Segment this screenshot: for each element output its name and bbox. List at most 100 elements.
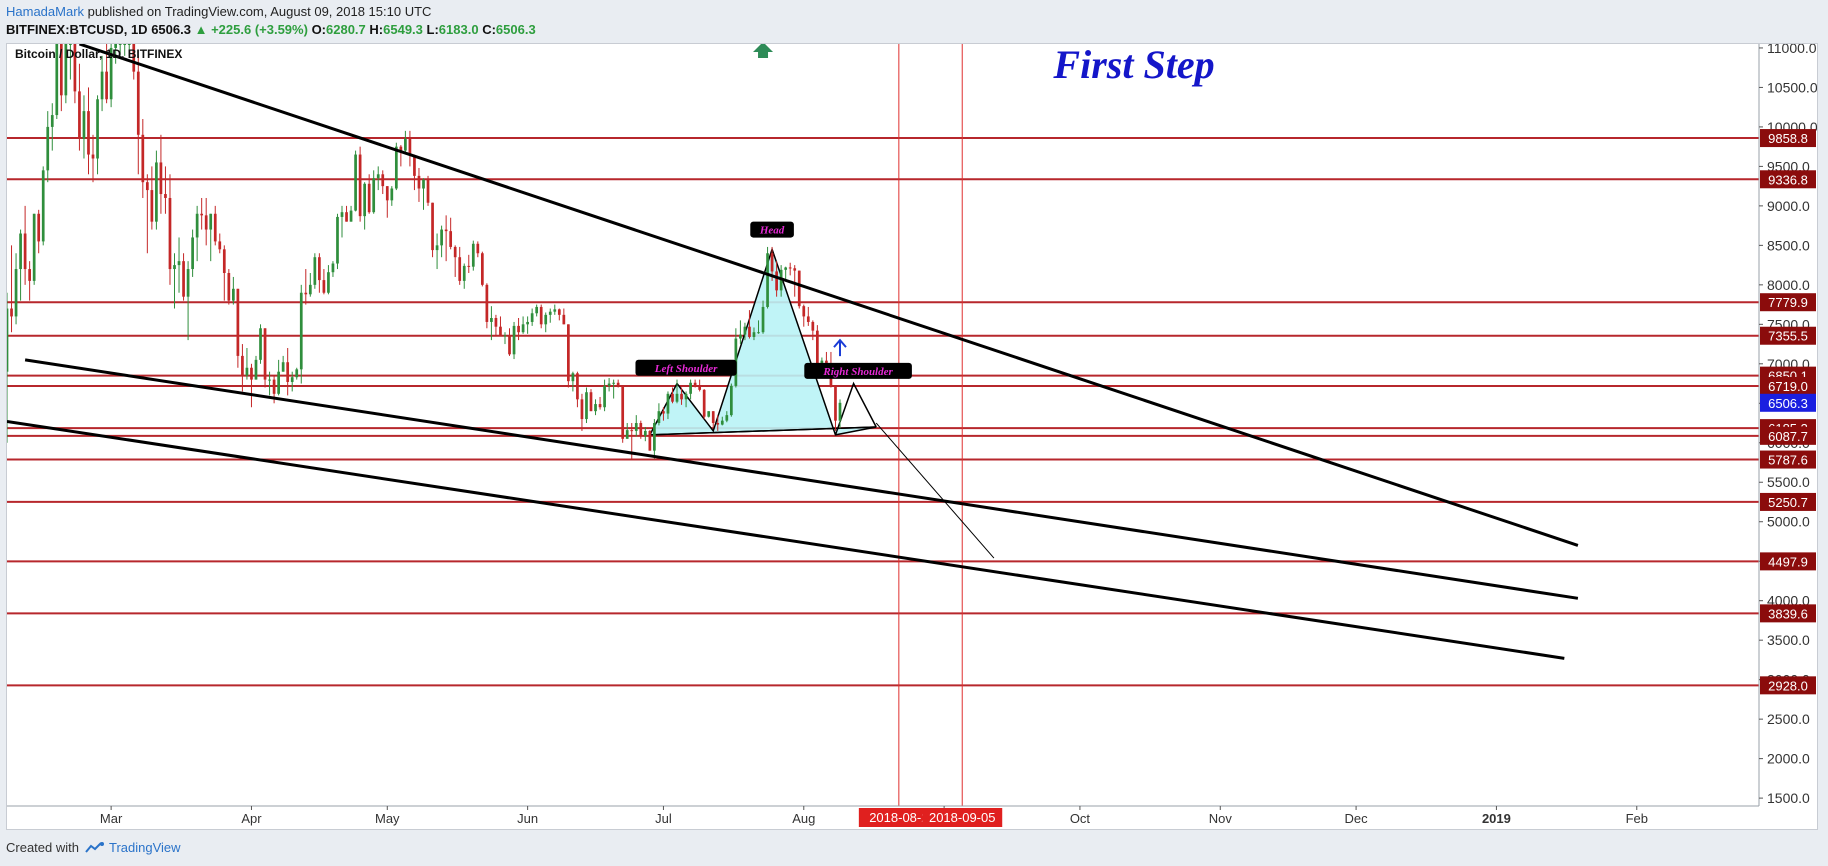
candle[interactable] [345, 205, 348, 222]
candle[interactable] [562, 308, 566, 325]
trend-line[interactable] [24, 358, 1579, 600]
author-link[interactable]: HamadaMark [6, 4, 85, 19]
level-price-tag[interactable]: 6087.7 [1760, 426, 1816, 445]
candle[interactable] [186, 261, 190, 341]
candle[interactable] [141, 119, 145, 198]
candle[interactable] [168, 174, 172, 285]
candle[interactable] [625, 423, 629, 439]
candle[interactable] [720, 416, 724, 426]
candle[interactable] [91, 134, 95, 183]
candle[interactable] [263, 328, 267, 388]
candle[interactable] [422, 178, 425, 210]
candle[interactable] [155, 150, 158, 230]
candle[interactable] [331, 261, 335, 277]
candle[interactable] [14, 253, 18, 325]
candle[interactable] [548, 308, 552, 323]
candle[interactable] [281, 355, 285, 372]
candle[interactable] [182, 253, 185, 301]
candle[interactable] [648, 430, 652, 451]
candle[interactable] [766, 246, 769, 309]
candle[interactable] [299, 284, 303, 384]
price-chart[interactable]: Head Left Shoulder Right Shoulder 11000.0 1… [7, 44, 1817, 829]
candle[interactable] [145, 174, 149, 254]
candle[interactable] [757, 320, 760, 334]
candle[interactable] [499, 316, 502, 337]
candle[interactable] [689, 379, 692, 400]
candle[interactable] [209, 213, 213, 262]
candle[interactable] [435, 233, 439, 270]
candle[interactable] [675, 379, 679, 404]
candle[interactable] [571, 371, 575, 392]
candle[interactable] [385, 186, 389, 218]
candle[interactable] [752, 327, 756, 341]
candle[interactable] [376, 166, 380, 191]
trend-line[interactable] [78, 44, 1579, 547]
plot-area[interactable] [7, 44, 1759, 806]
candle[interactable] [313, 253, 317, 289]
candle[interactable] [739, 320, 742, 345]
candle[interactable] [598, 396, 602, 410]
candle[interactable] [802, 304, 806, 327]
candle[interactable] [241, 344, 244, 392]
candle[interactable] [245, 348, 249, 380]
candle[interactable] [358, 146, 362, 222]
candle[interactable] [213, 205, 217, 246]
candle[interactable] [589, 389, 593, 412]
candle[interactable] [318, 253, 321, 293]
candle[interactable] [118, 44, 122, 56]
candle[interactable] [87, 87, 90, 175]
candle[interactable] [639, 420, 643, 439]
candle[interactable] [37, 209, 41, 254]
candle[interactable] [594, 399, 597, 416]
candle[interactable] [177, 237, 181, 293]
candle[interactable] [440, 225, 443, 258]
candle[interactable] [59, 44, 63, 112]
candle[interactable] [698, 379, 702, 392]
candle[interactable] [702, 389, 706, 420]
pattern-label[interactable]: Head [750, 221, 794, 238]
candle[interactable] [680, 387, 683, 405]
candle[interactable] [544, 312, 548, 333]
candle[interactable] [512, 321, 516, 360]
candle[interactable] [69, 44, 72, 80]
candle[interactable] [417, 167, 421, 202]
candle[interactable] [354, 150, 357, 212]
level-price-tag[interactable]: 5250.7 [1760, 492, 1816, 511]
candle[interactable] [834, 385, 837, 431]
candle[interactable] [788, 262, 792, 276]
candle[interactable] [725, 411, 729, 423]
target-projection-line[interactable] [875, 422, 995, 559]
candle[interactable] [381, 170, 385, 195]
candle[interactable] [159, 134, 163, 214]
candle[interactable] [322, 269, 326, 295]
candle[interactable] [480, 251, 484, 287]
candle[interactable] [304, 269, 308, 305]
candle[interactable] [28, 261, 31, 301]
candle[interactable] [535, 304, 539, 317]
candle[interactable] [521, 316, 525, 334]
last-price-tag[interactable]: 6506.3 [1760, 393, 1816, 412]
candle[interactable] [453, 245, 457, 277]
candle[interactable] [413, 154, 416, 191]
level-price-tag[interactable]: 9858.8 [1760, 129, 1816, 148]
candle[interactable] [349, 205, 353, 222]
candle[interactable] [666, 391, 670, 420]
candle[interactable] [716, 415, 720, 431]
candle[interactable] [503, 332, 507, 345]
candle[interactable] [485, 283, 489, 329]
candle[interactable] [444, 215, 448, 262]
candle[interactable] [372, 170, 376, 214]
pattern-label[interactable]: Right Shoulder [804, 362, 912, 379]
candle[interactable] [286, 348, 290, 396]
candle[interactable] [431, 202, 434, 258]
candle[interactable] [471, 240, 475, 271]
candle[interactable] [657, 403, 661, 426]
candle[interactable] [390, 186, 394, 206]
candle[interactable] [268, 371, 271, 396]
candle[interactable] [811, 320, 815, 341]
candle[interactable] [259, 324, 262, 364]
candle[interactable] [295, 367, 299, 380]
candle[interactable] [634, 415, 638, 437]
candle[interactable] [136, 55, 140, 175]
candle[interactable] [164, 166, 167, 214]
